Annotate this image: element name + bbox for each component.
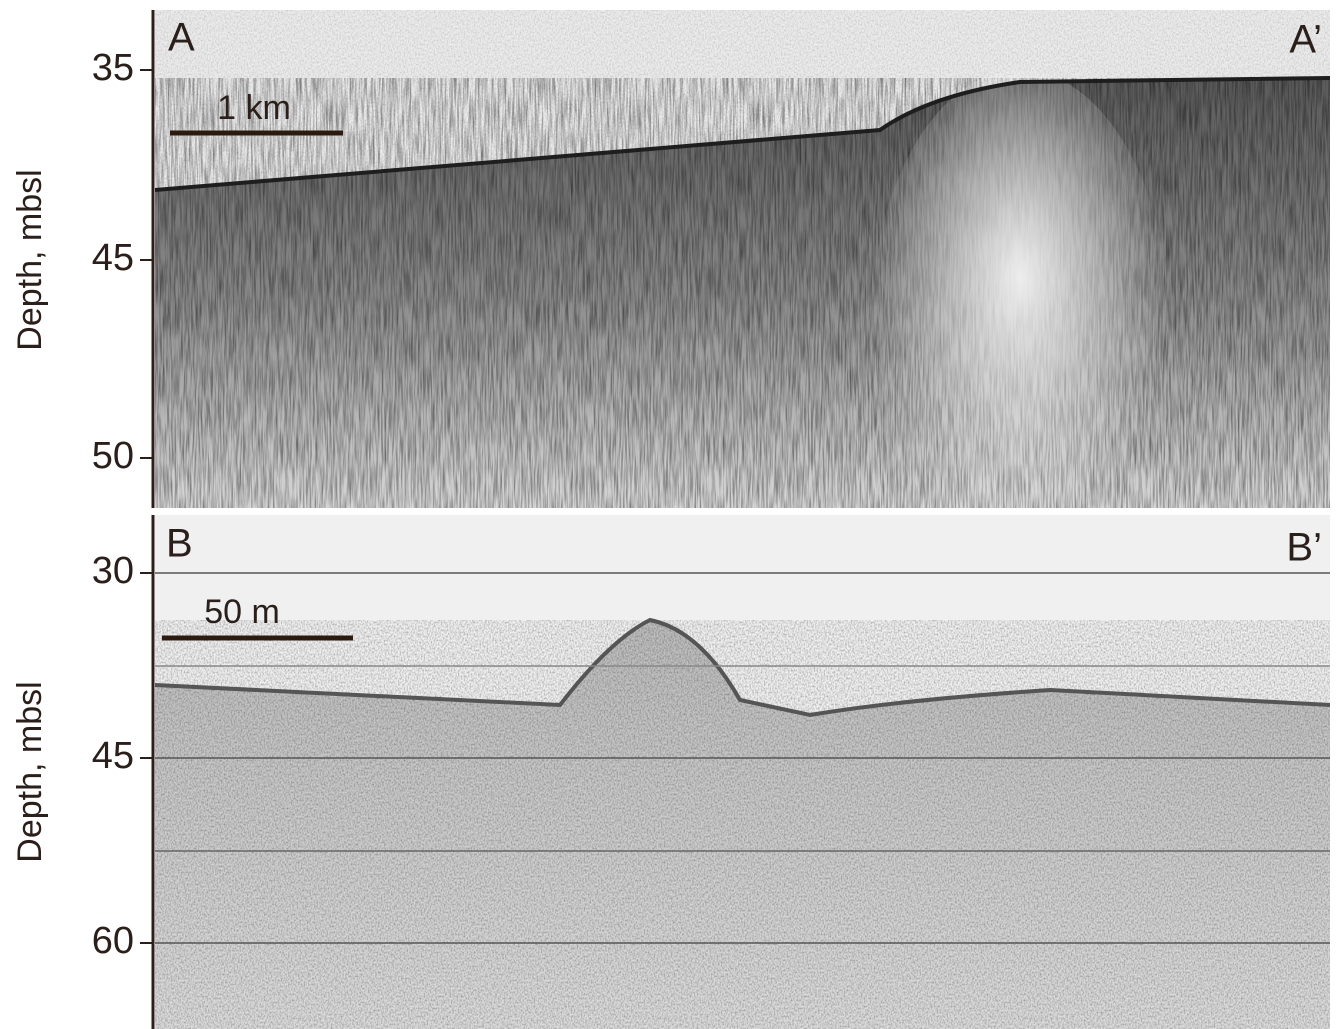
seismic-image-b bbox=[155, 515, 1330, 1029]
y-axis-label: Depth, mbsl bbox=[11, 169, 49, 350]
y-tick-label: 50 bbox=[92, 435, 134, 477]
y-tick-label: 45 bbox=[92, 735, 134, 777]
seismic-image-a bbox=[155, 10, 1330, 590]
profile-end-label: B’ bbox=[1286, 526, 1322, 570]
profile-end-label: A’ bbox=[1289, 18, 1322, 62]
y-tick-label: 60 bbox=[92, 920, 134, 962]
y-tick-label: 30 bbox=[92, 550, 134, 592]
figure: A A’ B B’ Depth, mbsl Depth, mbsl 1 km 5… bbox=[0, 0, 1340, 1029]
y-tick-label: 45 bbox=[92, 237, 134, 279]
panel-label: B bbox=[166, 522, 193, 566]
y-axis-label: Depth, mbsl bbox=[11, 681, 49, 862]
panel-label: A bbox=[168, 16, 195, 60]
scale-bar-label: 50 m bbox=[204, 593, 280, 631]
y-tick-label: 35 bbox=[92, 47, 134, 89]
scale-bar-label: 1 km bbox=[217, 89, 291, 127]
